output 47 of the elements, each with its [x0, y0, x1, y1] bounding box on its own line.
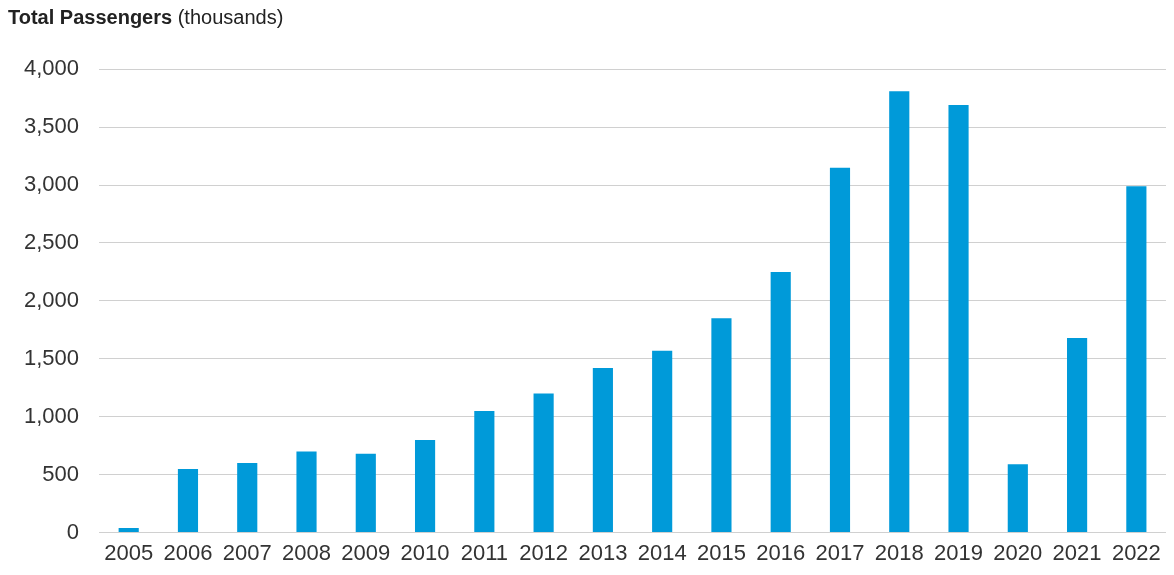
y-tick-label: 3,000	[23, 171, 80, 197]
x-tick-label: 2008	[282, 539, 331, 565]
bar	[948, 105, 969, 533]
y-tick-label: 1,000	[23, 402, 80, 428]
x-tick-label: 2006	[163, 539, 213, 565]
chart-subtitle: (thousands)	[177, 6, 284, 28]
bar	[355, 453, 376, 533]
bar	[770, 271, 791, 533]
bar	[1007, 464, 1028, 533]
bar	[474, 410, 495, 533]
x-tick-label: 2016	[756, 539, 806, 565]
x-tick-label: 2020	[993, 539, 1043, 565]
y-tick-label: 2,000	[23, 286, 80, 312]
x-tick-label: 2017	[815, 539, 865, 565]
y-tick-label: 0	[66, 518, 80, 544]
bar	[1067, 337, 1088, 533]
bar	[296, 451, 317, 533]
x-tick-label: 2015	[696, 539, 746, 565]
x-tick-label: 2022	[1111, 539, 1161, 565]
bar	[414, 439, 436, 533]
bar	[1126, 186, 1147, 533]
y-tick-label: 3,500	[23, 113, 80, 139]
bar	[829, 167, 851, 533]
bar	[533, 393, 554, 533]
x-tick-label: 2009	[341, 539, 391, 565]
bar	[652, 350, 673, 533]
x-tick-label: 2005	[104, 539, 154, 565]
x-tick-label: 2010	[400, 539, 450, 565]
x-tick-label: 2021	[1052, 539, 1102, 565]
x-tick-label: 2011	[460, 539, 508, 565]
bar	[237, 463, 258, 533]
x-tick-label: 2013	[578, 539, 628, 565]
x-tick-label: 2018	[874, 539, 924, 565]
y-tick-label: 4,000	[23, 55, 80, 81]
y-tick-label: 500	[42, 460, 80, 486]
bar	[177, 468, 199, 533]
x-tick-label: 2014	[637, 539, 687, 565]
x-tick-label: 2012	[519, 539, 569, 565]
y-tick-label: 1,500	[23, 344, 80, 370]
bar	[889, 91, 910, 533]
x-tick-label: 2019	[934, 539, 984, 565]
y-tick-label: 2,500	[23, 229, 80, 255]
bar	[118, 527, 139, 533]
bar	[711, 318, 732, 533]
chart-title: Total Passengers	[8, 6, 173, 28]
x-tick-label: 2007	[222, 539, 272, 565]
bar	[592, 368, 613, 533]
